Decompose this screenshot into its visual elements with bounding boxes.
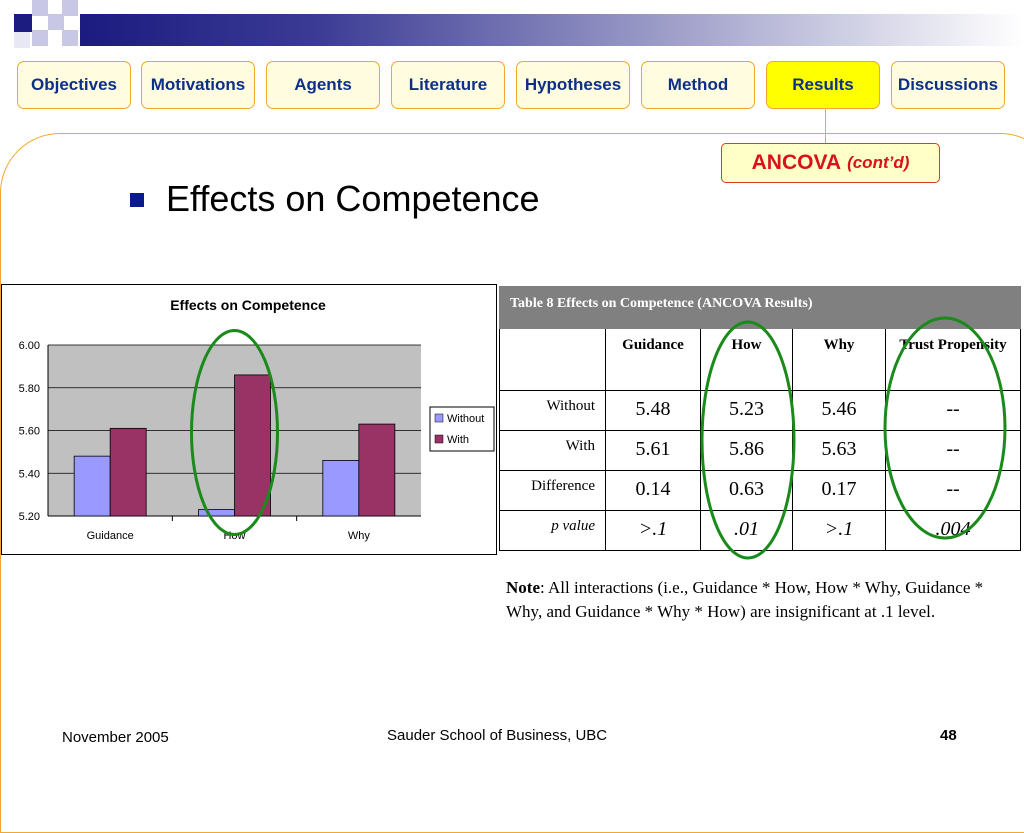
table-cell: >.1 [792, 510, 886, 551]
tab-literature[interactable]: Literature [391, 61, 505, 109]
table-row: p value >.1.01 >.1.004 [499, 510, 1021, 551]
table-header-cell: Trust Propensity [885, 328, 1021, 391]
table-cell: .004 [885, 510, 1021, 551]
tab-objectives[interactable]: Objectives [17, 61, 131, 109]
bar-without-how [198, 509, 235, 517]
table-row: With 5.61 5.86 5.63 -- [499, 430, 1021, 471]
footer-page-number: 48 [940, 727, 957, 744]
table-cell: -- [885, 430, 1021, 471]
row-label: Difference [499, 470, 606, 511]
legend-label-with: With [447, 434, 469, 446]
bar-with-guidance [109, 427, 147, 517]
table-cell: 5.63 [792, 430, 886, 471]
table-header-cell: Guidance [605, 328, 701, 391]
subsection-note: (cont’d) [847, 153, 910, 172]
table-header-cell: Why [792, 328, 886, 391]
footer-school: Sauder School of Business, UBC [387, 727, 608, 744]
results-table-wrap: Table 8 Effects on Competence (ANCOVA Re… [499, 286, 1021, 551]
tab-agents[interactable]: Agents [266, 61, 380, 109]
table-caption: Table 8 Effects on Competence (ANCOVA Re… [499, 286, 1021, 329]
subsection-title: ANCOVA [751, 151, 842, 174]
table-header-cell: How [700, 328, 793, 391]
tab-motivations[interactable]: Motivations [141, 61, 255, 109]
table-cell: 5.48 [605, 390, 701, 431]
table-cell: .01 [700, 510, 793, 551]
y-tick-label: 5.20 [19, 511, 40, 523]
tab-connector-line [825, 109, 826, 143]
row-label: With [499, 430, 606, 471]
tab-method[interactable]: Method [641, 61, 755, 109]
header-gradient-bar [80, 14, 1024, 46]
table-header-cell [499, 328, 606, 391]
tab-results[interactable]: Results [766, 61, 880, 109]
note-text: : All interactions (i.e., Guidance * How… [506, 578, 984, 621]
chart-legend: Without With [429, 406, 495, 452]
table-row: Difference 0.14 0.63 0.17 -- [499, 470, 1021, 511]
table-cell: -- [885, 390, 1021, 431]
bullet-icon [130, 193, 144, 207]
y-tick-label: 5.60 [19, 426, 40, 438]
legend-swatch-with [434, 434, 444, 444]
ancova-results-table: Table 8 Effects on Competence (ANCOVA Re… [499, 286, 1021, 551]
bar-without-why [322, 460, 360, 517]
bar-without-guidance [73, 455, 111, 517]
table-cell: 5.46 [792, 390, 886, 431]
highlight-ellipse-how-bars [190, 329, 279, 536]
y-tick-label: 6.00 [19, 340, 40, 352]
table-cell: 5.61 [605, 430, 701, 471]
tab-discussions[interactable]: Discussions [891, 61, 1005, 109]
table-note: Note: All interactions (i.e., Guidance *… [506, 576, 1006, 624]
table-cell: 0.17 [792, 470, 886, 511]
legend-label-without: Without [447, 413, 484, 425]
x-tick-label: Guidance [87, 530, 134, 542]
row-label: Without [499, 390, 606, 431]
row-label: p value [499, 510, 606, 551]
legend-swatch-without [434, 413, 444, 423]
footer-date: November 2005 [62, 729, 169, 746]
note-label: Note [506, 578, 540, 597]
header-decoration [0, 0, 1024, 48]
table-cell: 5.23 [700, 390, 793, 431]
table-row: Without 5.48 5.23 5.46 -- [499, 390, 1021, 431]
tab-hypotheses[interactable]: Hypotheses [516, 61, 630, 109]
table-cell: 0.63 [700, 470, 793, 511]
x-tick-label: Why [348, 530, 371, 542]
y-tick-label: 5.80 [19, 383, 40, 395]
table-cell: -- [885, 470, 1021, 511]
table-cell: >.1 [605, 510, 701, 551]
table-cell: 0.14 [605, 470, 701, 511]
chart-title: Effects on Competence [170, 297, 326, 313]
subsection-badge: ANCOVA (cont’d) [721, 143, 940, 183]
bar-with-why [358, 423, 396, 517]
slide-heading: Effects on Competence [166, 178, 540, 219]
chart-svg: Effects on Competence 6.00 5.80 5.60 5.40 5.… [19, 297, 495, 542]
table-cell: 5.86 [700, 430, 793, 471]
bar-with-how [234, 374, 271, 517]
competence-chart: Effects on Competence 6.00 5.80 5.60 5.40 5.… [1, 284, 497, 555]
y-tick-label: 5.40 [19, 468, 40, 480]
